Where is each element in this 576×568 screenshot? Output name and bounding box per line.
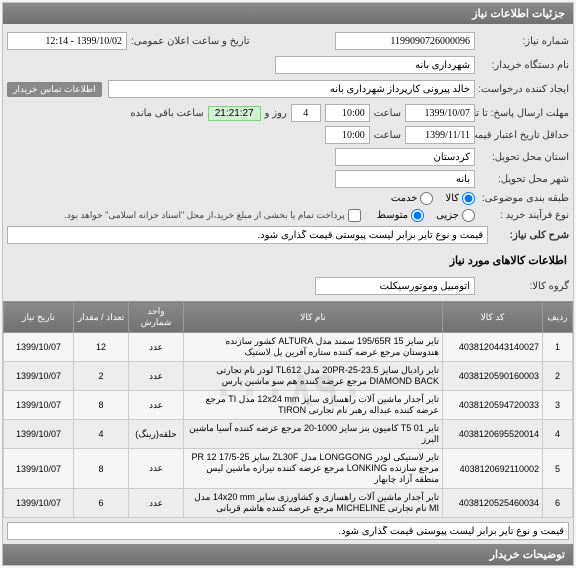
budget-service-radio[interactable]: خدمت <box>391 192 434 205</box>
cell-code: 4038120443140027 <box>443 333 543 362</box>
process-medium-radio[interactable]: متوسط <box>377 209 424 222</box>
medium-radio-label: متوسط <box>377 210 408 221</box>
budget-goods-radio[interactable]: کالا <box>445 192 475 205</box>
cell-name: تایر رادیال سایز 20PR-25-23.5 مدل TL612 … <box>184 362 443 391</box>
city-input[interactable] <box>335 170 475 188</box>
cell-name: تایر T5 01 کامیون بنز سایز 1000-20 مرجع … <box>184 420 443 449</box>
cell-name: تایر آجدار ماشین آلات راهسازی سایز 12x24… <box>184 391 443 420</box>
need-number-label: شماره نیاز: <box>479 36 569 47</box>
cell-code: 4038120590160003 <box>443 362 543 391</box>
process-small-radio[interactable]: جزیی <box>436 209 475 222</box>
announce-input[interactable] <box>7 32 127 50</box>
cell-date: 1399/10/07 <box>4 362 74 391</box>
goods-section-title: اطلاعات کالاهای مورد نیاز <box>3 250 573 271</box>
goods-table: ردیف کد کالا نام کالا واحد شمارش تعداد /… <box>3 301 573 518</box>
days-input[interactable] <box>291 104 321 122</box>
countdown: 21:21:27 <box>208 106 261 121</box>
goods-radio-label: کالا <box>445 193 459 204</box>
table-row: 14038120443140027تایر سایز 195/65R 15 سم… <box>4 333 573 362</box>
table-row: 34038120594720033تایر آجدار ماشین آلات ر… <box>4 391 573 420</box>
cell-date: 1399/10/07 <box>4 449 74 489</box>
cell-date: 1399/10/07 <box>4 391 74 420</box>
cell-idx: 3 <box>543 391 573 420</box>
th-idx: ردیف <box>543 302 573 333</box>
cell-name: تایر لاستیکی لودر LONGGONG مدل ZL30F سای… <box>184 449 443 489</box>
city-label: شهر محل تحویل: <box>479 174 569 185</box>
cell-code: 4038120525460034 <box>443 489 543 518</box>
cell-qty: 8 <box>74 449 129 489</box>
cell-idx: 2 <box>543 362 573 391</box>
general-desc-label: شرح کلی نیاز: <box>492 230 569 241</box>
cell-idx: 1 <box>543 333 573 362</box>
cell-unit: عدد <box>129 489 184 518</box>
payment-checkbox-input[interactable] <box>348 209 361 222</box>
cell-qty: 6 <box>74 489 129 518</box>
province-input[interactable] <box>335 148 475 166</box>
panel-title: جزئیات اطلاعات نیاز <box>3 3 573 24</box>
cell-code: 4038120692110002 <box>443 449 543 489</box>
cell-date: 1399/10/07 <box>4 420 74 449</box>
th-unit: واحد شمارش <box>129 302 184 333</box>
hour-label-2: ساعت <box>374 130 401 141</box>
buyer-org-label: نام دستگاه خریدار: <box>479 60 569 71</box>
credit-label: حداقل تاریخ اعتبار قیمت: تا تاریخ: <box>479 130 569 141</box>
cell-name: تایر آجدار ماشین آلات راهسازی و کشاورزی … <box>184 489 443 518</box>
cell-idx: 6 <box>543 489 573 518</box>
cell-idx: 4 <box>543 420 573 449</box>
contact-badge[interactable]: اطلاعات تماس خریدار <box>7 82 102 97</box>
cell-idx: 5 <box>543 449 573 489</box>
cell-unit: عدد <box>129 391 184 420</box>
cell-unit: عدد <box>129 449 184 489</box>
goods-group-input[interactable] <box>315 277 475 295</box>
table-row: 44038120695520014تایر T5 01 کامیون بنز س… <box>4 420 573 449</box>
process-label: نوع فرآیند خرید : <box>479 210 569 221</box>
small-radio-label: جزیی <box>436 210 459 221</box>
cell-code: 4038120594720033 <box>443 391 543 420</box>
creator-label: ایجاد کننده درخواست: <box>479 84 569 95</box>
announce-label: تاریخ و ساعت اعلان عمومی: <box>131 36 250 47</box>
th-code: کد کالا <box>443 302 543 333</box>
deadline-time-input[interactable] <box>325 104 370 122</box>
service-radio-input[interactable] <box>420 192 433 205</box>
credit-time-input[interactable] <box>325 126 370 144</box>
goods-radio-input[interactable] <box>462 192 475 205</box>
cell-unit: عدد <box>129 333 184 362</box>
table-row: 24038120590160003تایر رادیال سایز 20PR-2… <box>4 362 573 391</box>
creator-input[interactable] <box>108 80 475 98</box>
and-label: روز و <box>265 108 287 119</box>
cell-qty: 2 <box>74 362 129 391</box>
bottom-desc-input[interactable] <box>7 522 569 540</box>
explain-header: توضیحات خریدار <box>3 544 573 565</box>
cell-name: تایر سایز 195/65R 15 سمند مدل ALTURA کشو… <box>184 333 443 362</box>
th-qty: تعداد / مقدار <box>74 302 129 333</box>
cell-unit: حلقه(رینگ) <box>129 420 184 449</box>
th-name: نام کالا <box>184 302 443 333</box>
th-date: تاریخ نیاز <box>4 302 74 333</box>
remaining-label: ساعت باقی مانده <box>130 108 203 119</box>
cell-code: 4038120695520014 <box>443 420 543 449</box>
goods-group-label: گروه کالا: <box>479 281 569 292</box>
table-row: 54038120692110002تایر لاستیکی لودر LONGG… <box>4 449 573 489</box>
cell-qty: 12 <box>74 333 129 362</box>
province-label: استان محل تحویل: <box>479 152 569 163</box>
need-number-input[interactable] <box>335 32 475 50</box>
general-desc-input[interactable] <box>7 226 488 244</box>
buyer-org-input[interactable] <box>275 56 475 74</box>
medium-radio-input[interactable] <box>411 209 424 222</box>
hour-label-1: ساعت <box>374 108 401 119</box>
cell-qty: 4 <box>74 420 129 449</box>
deadline-date-input[interactable] <box>405 104 475 122</box>
cell-qty: 8 <box>74 391 129 420</box>
cell-unit: عدد <box>129 362 184 391</box>
payment-note: پرداخت تمام یا بخشی از مبلغ خرید،از محل … <box>64 210 344 221</box>
payment-check[interactable]: پرداخت تمام یا بخشی از مبلغ خرید،از محل … <box>64 209 360 222</box>
cell-date: 1399/10/07 <box>4 333 74 362</box>
budget-label: طبقه بندی موضوعی: <box>479 193 569 204</box>
cell-date: 1399/10/07 <box>4 489 74 518</box>
service-radio-label: خدمت <box>391 193 418 204</box>
table-row: 64038120525460034تایر آجدار ماشین آلات ر… <box>4 489 573 518</box>
small-radio-input[interactable] <box>462 209 475 222</box>
deadline-label: مهلت ارسال پاسخ: تا تاریخ: <box>479 108 569 119</box>
credit-date-input[interactable] <box>405 126 475 144</box>
